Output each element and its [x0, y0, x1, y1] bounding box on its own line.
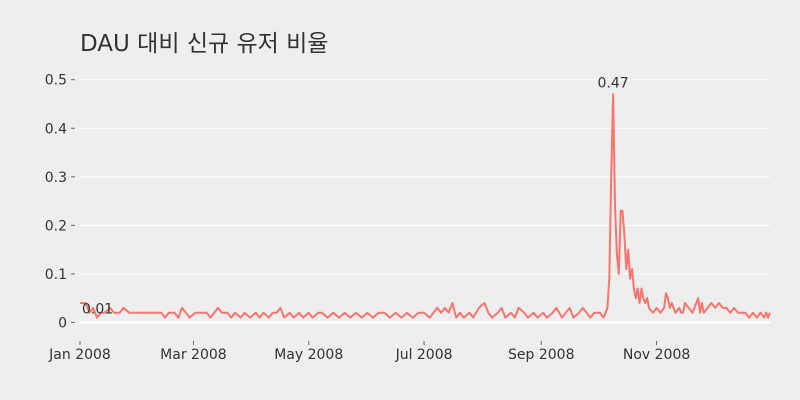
x-tick-label: May 2008: [274, 347, 343, 363]
chart-title: DAU 대비 신규 유저 비율: [80, 31, 328, 57]
y-tick-label: 0.1: [45, 267, 67, 283]
data-label: 0.47: [598, 75, 629, 91]
annotations: 0.01 0.47: [82, 75, 629, 317]
x-tick-label: Mar 2008: [160, 347, 227, 363]
series-line: [80, 93, 771, 319]
data-label: 0.01: [82, 302, 113, 318]
x-axis: Jan 2008 Mar 2008 May 2008 Jul 2008 Sep 2008…: [48, 341, 690, 363]
gridlines: [80, 79, 770, 324]
y-tick-label: 0.3: [45, 170, 67, 186]
y-tick-label: 0.2: [45, 218, 67, 234]
x-tick-label: Nov 2008: [623, 347, 690, 363]
x-tick-label: Sep 2008: [508, 347, 574, 363]
series-layer: [80, 93, 771, 319]
y-tick-label: 0.5: [45, 73, 67, 89]
y-axis: 0 0.1 0.2 0.3 0.4 0.5: [45, 73, 75, 331]
x-tick-label: Jul 2008: [395, 347, 453, 363]
x-tick-label: Jan 2008: [48, 347, 111, 363]
y-tick-label: 0.4: [45, 121, 67, 137]
y-tick-label: 0: [58, 315, 67, 331]
